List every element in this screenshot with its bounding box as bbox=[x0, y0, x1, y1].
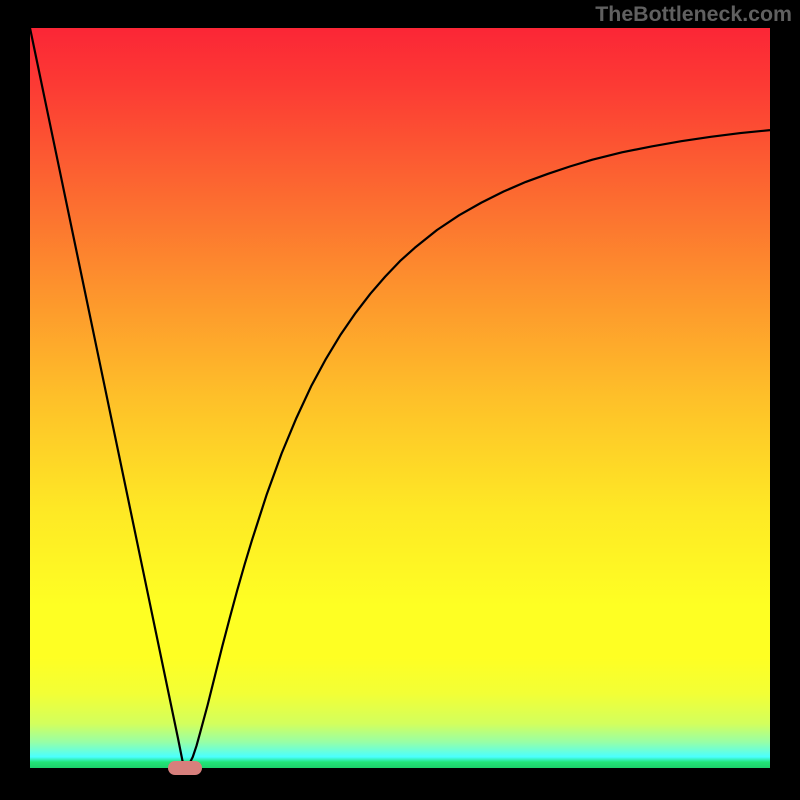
watermark-text: TheBottleneck.com bbox=[595, 2, 792, 27]
curve-line bbox=[30, 28, 770, 768]
figure-container: TheBottleneck.com bbox=[0, 0, 800, 800]
plot-area bbox=[30, 28, 770, 768]
minimum-marker bbox=[168, 761, 202, 775]
